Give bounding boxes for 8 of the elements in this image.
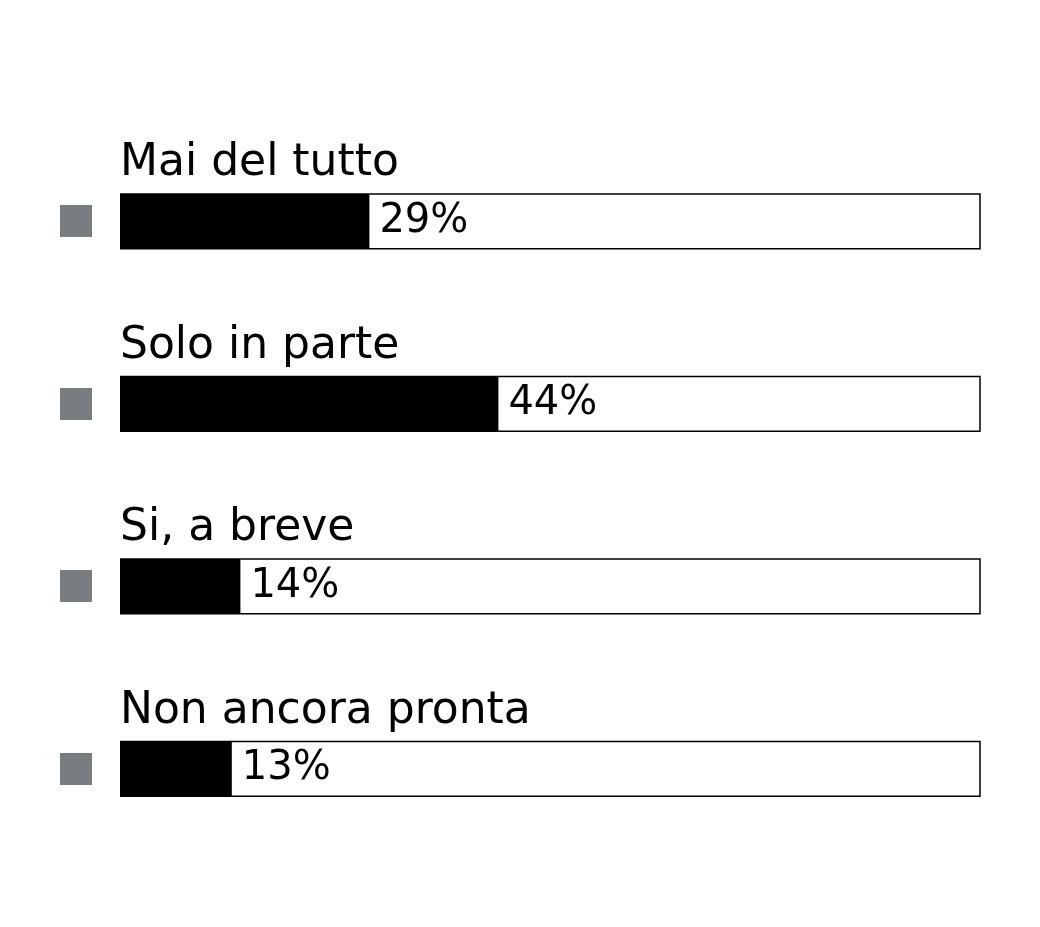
y-tick-label: Si, a breve — [120, 499, 355, 551]
data-label: 14% — [250, 559, 340, 606]
y-tick-label: Solo in parte — [120, 316, 400, 368]
y-tick-label: Non ancora pronta — [120, 681, 531, 733]
y-tick-label: Mai del tutto — [120, 134, 399, 186]
data-label: 44% — [508, 377, 598, 424]
data-label: 29% — [379, 194, 469, 241]
data-label: 13% — [241, 742, 331, 789]
